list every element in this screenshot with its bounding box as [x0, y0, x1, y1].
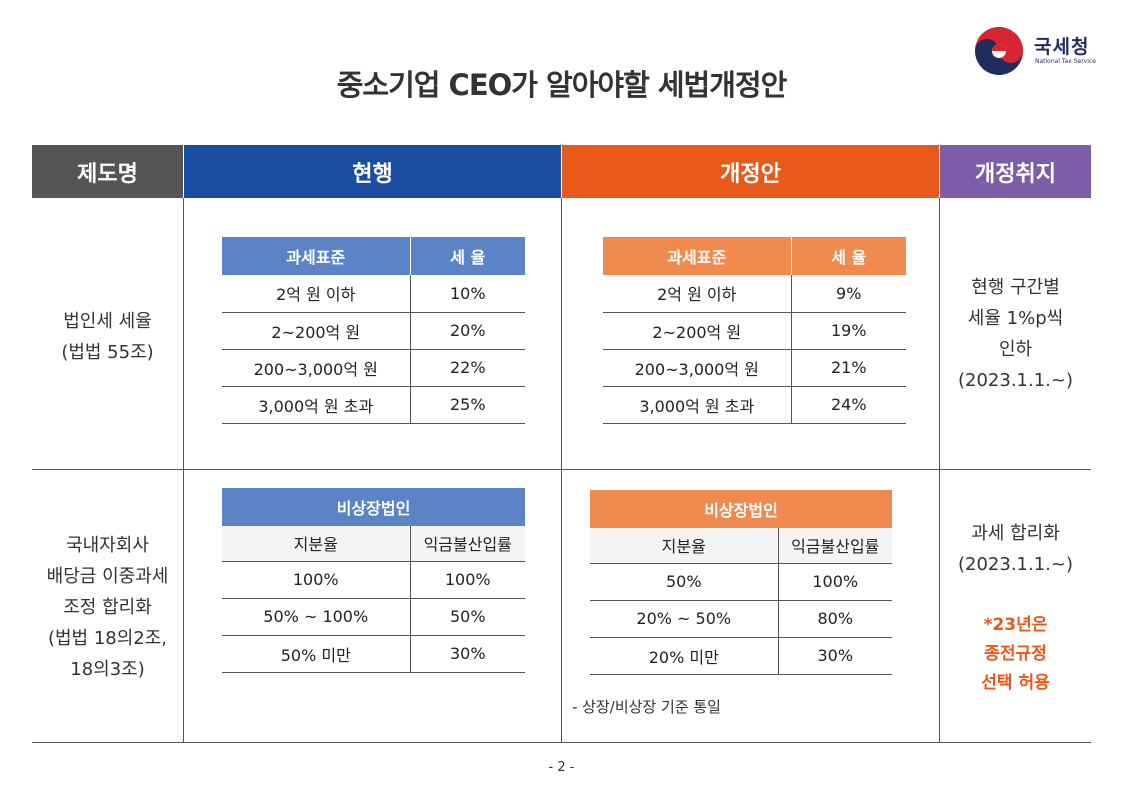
table-row: 50% 100% — [590, 563, 892, 601]
row2-purpose: 과세 합리화 (2023.1.1.~) — [940, 518, 1091, 580]
table-row: 3,000억 원 초과 24% — [603, 386, 906, 424]
table-bottom-border — [32, 742, 1091, 743]
cell: 2억 원 이하 — [603, 275, 791, 313]
nts-logo: 국세청 National Tax Service — [974, 24, 1096, 76]
table-subheader-row: 지분율 익금불산입률 — [590, 528, 892, 564]
cell: 50% 미만 — [222, 635, 410, 673]
row2-revised-note: - 상장/비상장 기준 통일 — [572, 698, 721, 716]
cell: 24% — [790, 386, 906, 424]
cell: 100% — [409, 561, 525, 599]
row1-name-line1: 법인세 세율 — [63, 311, 152, 332]
cell: 20% 미만 — [590, 637, 778, 675]
row2-purpose-red-line1: *23년은 — [983, 615, 1048, 635]
table-title-row: 비상장법인 — [222, 488, 525, 526]
header-tax-base: 과세표준 — [603, 237, 791, 275]
cell: 200~3,000억 원 — [603, 349, 791, 387]
cell: 100% — [222, 561, 410, 599]
cell: 10% — [409, 275, 525, 313]
cell: 19% — [790, 312, 906, 350]
row1-name: 법인세 세율 (법법 55조) — [32, 306, 183, 368]
row2-purpose-red-line3: 선택 허용 — [981, 673, 1050, 693]
table-row: 100% 100% — [222, 561, 525, 599]
table-subheader-row: 지분율 익금불산입률 — [222, 526, 525, 562]
table-title: 비상장법인 — [222, 488, 525, 526]
table-row: 50% 미만 30% — [222, 635, 525, 673]
row2-purpose-line2: (2023.1.1.~) — [957, 554, 1073, 575]
row-divider — [32, 469, 1091, 470]
header-exclusion-rate: 익금불산입률 — [777, 528, 892, 564]
row1-name-line2: (법법 55조) — [61, 342, 154, 363]
table-row: 2억 원 이하 10% — [222, 275, 525, 313]
table-row: 20% ~ 50% 80% — [590, 600, 892, 638]
taegeuk-logo-icon — [975, 27, 1023, 75]
table-row: 20% 미만 30% — [590, 637, 892, 675]
header-tax-rate: 세 율 — [409, 237, 525, 275]
row2-name: 국내자회사 배당금 이중과세 조정 합리화 (법법 18의2조, 18의3조) — [32, 530, 183, 685]
row1-purpose-line3: 인하 — [998, 339, 1033, 360]
row2-name-line4: (법법 18의2조, — [47, 628, 168, 649]
cell: 20% — [409, 312, 525, 350]
cell: 25% — [409, 386, 525, 424]
table-row: 200~3,000억 원 22% — [222, 349, 525, 387]
divider — [939, 198, 940, 743]
header-col-purpose: 개정취지 — [940, 145, 1091, 198]
cell: 2~200억 원 — [603, 312, 791, 350]
table-header-row: 과세표준 세 율 — [603, 237, 906, 275]
cell: 100% — [777, 563, 892, 601]
table-row: 2~200억 원 19% — [603, 312, 906, 350]
page-title: 중소기업 CEO가 알아야할 세법개정안 — [336, 68, 788, 102]
header-exclusion-rate: 익금불산입률 — [409, 526, 525, 562]
cell: 80% — [777, 600, 892, 638]
cell: 3,000억 원 초과 — [603, 386, 791, 424]
row2-name-line3: 조정 합리화 — [63, 597, 152, 618]
cell: 50% — [409, 598, 525, 636]
divider — [561, 198, 562, 743]
row1-purpose: 현행 구간별 세율 1%p씩 인하 (2023.1.1.~) — [940, 272, 1091, 396]
row1-purpose-line2: 세율 1%p씩 — [967, 308, 1064, 329]
cell: 50% — [590, 563, 778, 601]
row1-purpose-line1: 현행 구간별 — [971, 277, 1060, 298]
logo-korean-text: 국세청 — [1034, 36, 1090, 58]
row1-purpose-line4: (2023.1.1.~) — [957, 370, 1073, 391]
cell: 2~200억 원 — [222, 312, 410, 350]
header-tax-rate: 세 율 — [790, 237, 906, 275]
header-share-ratio: 지분율 — [222, 526, 410, 562]
header-col-name: 제도명 — [32, 145, 183, 198]
row1-current-table: 과세표준 세 율 2억 원 이하 10% 2~200억 원 20% 200~3,00… — [222, 237, 525, 424]
cell: 20% ~ 50% — [590, 600, 778, 638]
row2-purpose-note: *23년은 종전규정 선택 허용 — [940, 611, 1091, 698]
cell: 30% — [777, 637, 892, 675]
table-row: 2억 원 이하 9% — [603, 275, 906, 313]
row2-current-table: 비상장법인 지분율 익금불산입률 100% 100% 50% ~ 100% 50% … — [222, 488, 525, 673]
cell: 30% — [409, 635, 525, 673]
cell: 200~3,000억 원 — [222, 349, 410, 387]
page-number: - 2 - — [548, 760, 575, 775]
cell: 9% — [790, 275, 906, 313]
table-header-row: 과세표준 세 율 — [222, 237, 525, 275]
cell: 50% ~ 100% — [222, 598, 410, 636]
table-row: 200~3,000억 원 21% — [603, 349, 906, 387]
row2-name-line2: 배당금 이중과세 — [46, 566, 169, 587]
header-col-revised: 개정안 — [562, 145, 939, 198]
table-row: 50% ~ 100% 50% — [222, 598, 525, 636]
row2-name-line1: 국내자회사 — [66, 535, 149, 556]
table-title: 비상장법인 — [590, 490, 892, 528]
row2-name-line5: 18의3조) — [70, 659, 145, 680]
cell: 21% — [790, 349, 906, 387]
row2-revised-table: 비상장법인 지분율 익금불산입률 50% 100% 20% ~ 50% 80% 20… — [590, 490, 892, 675]
divider — [183, 198, 184, 743]
row1-revised-table: 과세표준 세 율 2억 원 이하 9% 2~200억 원 19% 200~3,000… — [603, 237, 906, 424]
table-row: 2~200억 원 20% — [222, 312, 525, 350]
logo-english-text: National Tax Service — [1035, 58, 1096, 65]
cell: 3,000억 원 초과 — [222, 386, 410, 424]
table-title-row: 비상장법인 — [590, 490, 892, 528]
row2-purpose-line1: 과세 합리화 — [971, 523, 1060, 544]
cell: 22% — [409, 349, 525, 387]
cell: 2억 원 이하 — [222, 275, 410, 313]
header-share-ratio: 지분율 — [590, 528, 778, 564]
header-tax-base: 과세표준 — [222, 237, 410, 275]
header-col-current: 현행 — [184, 145, 561, 198]
table-row: 3,000억 원 초과 25% — [222, 386, 525, 424]
row2-purpose-red-line2: 종전규정 — [984, 644, 1047, 664]
